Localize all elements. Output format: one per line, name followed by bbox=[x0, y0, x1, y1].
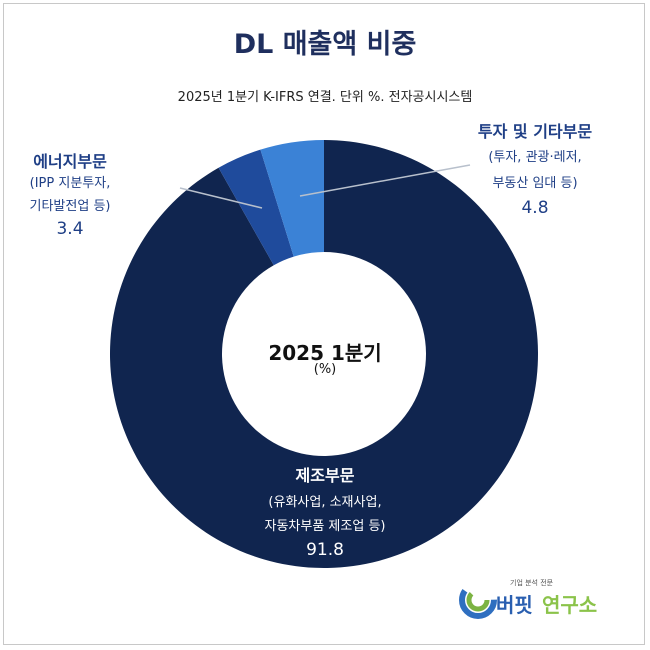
label-invest-detail2: 부동산 임대 등) bbox=[492, 176, 578, 191]
chart-subtitle: 2025년 1분기 K-IFRS 연결. 단위 %. 전자공시시스템 bbox=[177, 90, 473, 105]
slice-manufacturing bbox=[109, 140, 539, 568]
label-invest-name: 투자 및 기타부문 bbox=[477, 122, 593, 141]
image-frame bbox=[3, 3, 645, 645]
label-invest-detail1: (투자, 관광·레저, bbox=[488, 150, 582, 165]
leader-line-energy bbox=[179, 187, 263, 209]
label-energy-name: 에너지부문 bbox=[33, 152, 107, 171]
label-mfg-detail1: (유화사업, 소재사업, bbox=[268, 495, 382, 510]
label-invest-value: 4.8 bbox=[521, 198, 549, 218]
slice-energy bbox=[218, 149, 294, 266]
label-energy-detail2: 기타발전업 등) bbox=[29, 199, 111, 214]
logo: 기업 분석 전문 버핏 연구소 bbox=[458, 576, 628, 626]
chart-title: DL 매출액 비중 bbox=[233, 29, 417, 60]
center-unit: (%) bbox=[313, 362, 337, 377]
logo-swirl-icon bbox=[459, 581, 497, 619]
center-label: 2025 1분기 bbox=[268, 341, 382, 365]
label-mfg-value: 91.8 bbox=[306, 540, 344, 560]
label-energy-value: 3.4 bbox=[56, 219, 84, 239]
logo-name-2: 연구소 bbox=[542, 593, 598, 617]
logo-tagline: 기업 분석 전문 bbox=[510, 579, 554, 587]
label-mfg-name: 제조부문 bbox=[295, 466, 355, 485]
label-mfg-detail2: 자동차부품 제조업 등) bbox=[264, 519, 386, 534]
logo-name-1: 버핏 bbox=[496, 593, 533, 617]
slice-investment bbox=[260, 140, 324, 257]
label-energy-detail1: (IPP 지분투자, bbox=[29, 176, 111, 191]
leader-line-investment bbox=[299, 164, 471, 197]
